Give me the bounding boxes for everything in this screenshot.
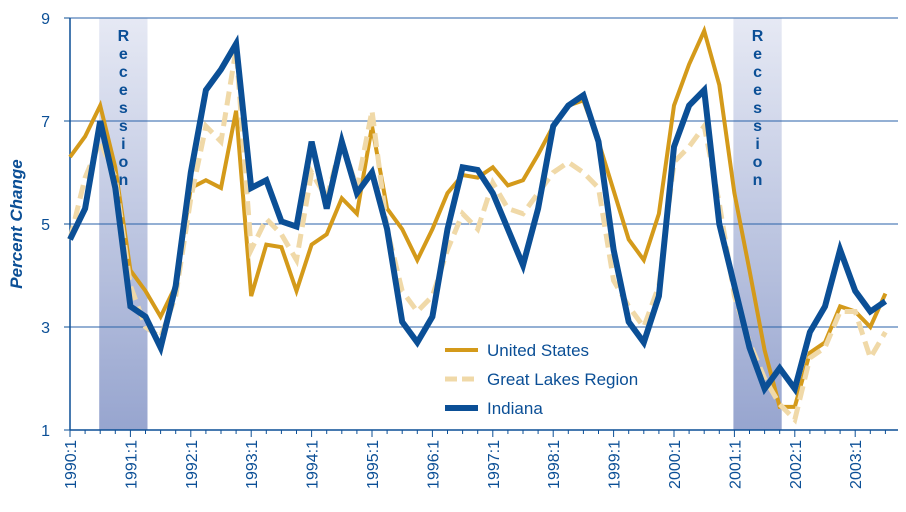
x-tick-label: 1994:1 — [305, 440, 322, 489]
x-tick-label: 1999:1 — [607, 440, 624, 489]
series-line — [68, 25, 888, 409]
y-tick-label: 9 — [41, 11, 50, 28]
y-tick-label: 5 — [41, 217, 50, 234]
recession-label: Recession — [115, 28, 132, 190]
x-tick-label: 1995:1 — [365, 440, 382, 489]
legend-label: Great Lakes Region — [487, 370, 638, 389]
x-tick-label: 1991:1 — [123, 440, 140, 489]
x-tick-label: 2003:1 — [848, 440, 865, 489]
y-tick-label: 1 — [41, 423, 50, 440]
legend-label: United States — [487, 341, 589, 360]
series-line — [67, 34, 888, 396]
x-tick-label: 1992:1 — [184, 440, 201, 489]
x-tick-label: 1997:1 — [486, 440, 503, 489]
y-tick-label: 3 — [41, 320, 50, 337]
x-tick-label: 2001:1 — [727, 440, 744, 489]
x-tick-label: 2000:1 — [667, 440, 684, 489]
y-axis-label: Percent Change — [7, 159, 26, 288]
y-tick-label: 7 — [41, 114, 50, 131]
x-tick-label: 1998:1 — [546, 440, 563, 489]
recession-label: Recession — [749, 28, 766, 190]
x-tick-label: 2002:1 — [788, 440, 805, 489]
x-tick-label: 1990:1 — [63, 440, 80, 489]
x-tick-label: 1996:1 — [425, 440, 442, 489]
series-line — [67, 48, 888, 425]
x-tick-label: 1993:1 — [244, 440, 261, 489]
legend-label: Indiana — [487, 399, 543, 418]
